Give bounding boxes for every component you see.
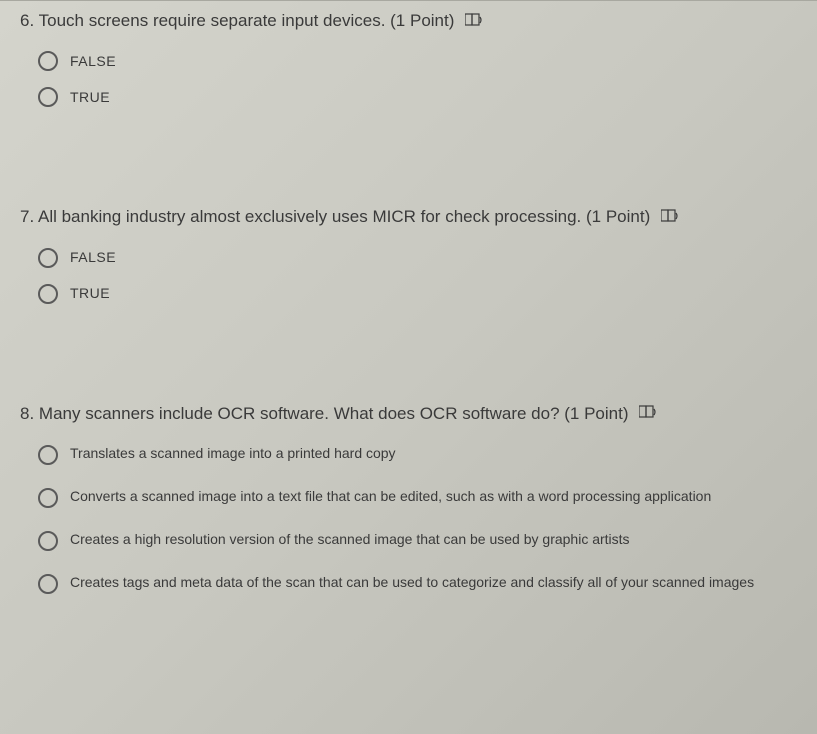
question-7-body: All banking industry almost exclusively …: [38, 207, 650, 226]
question-6-body: Touch screens require separate input dev…: [39, 11, 455, 30]
radio-icon: [38, 531, 58, 551]
question-6-text: 6. Touch screens require separate input …: [20, 9, 797, 33]
question-8-number: 8.: [20, 404, 34, 423]
radio-icon: [38, 445, 58, 465]
question-8-option-3-label: Creates tags and meta data of the scan t…: [70, 573, 754, 593]
question-6-option-1-label: TRUE: [70, 88, 110, 108]
immersive-reader-icon[interactable]: [661, 206, 679, 230]
immersive-reader-icon[interactable]: [465, 10, 483, 34]
question-8-text: 8. Many scanners include OCR software. W…: [20, 402, 797, 426]
question-7-text: 7. All banking industry almost exclusive…: [20, 205, 797, 229]
question-8-option-1-label: Converts a scanned image into a text fil…: [70, 487, 711, 507]
question-7-number: 7.: [20, 207, 34, 226]
question-8-option-0-label: Translates a scanned image into a printe…: [70, 444, 396, 464]
question-8: 8. Many scanners include OCR software. W…: [0, 390, 817, 646]
radio-icon: [38, 51, 58, 71]
question-6-number: 6.: [20, 11, 34, 30]
question-6-option-0[interactable]: FALSE: [38, 51, 797, 71]
question-6: 6. Touch screens require separate input …: [0, 0, 817, 153]
question-8-option-1[interactable]: Converts a scanned image into a text fil…: [38, 487, 797, 508]
question-7: 7. All banking industry almost exclusive…: [0, 193, 817, 349]
question-7-option-1-label: TRUE: [70, 284, 110, 304]
radio-icon: [38, 87, 58, 107]
radio-icon: [38, 574, 58, 594]
immersive-reader-icon[interactable]: [639, 402, 657, 426]
question-8-option-2-label: Creates a high resolution version of the…: [70, 530, 630, 550]
question-8-option-2[interactable]: Creates a high resolution version of the…: [38, 530, 797, 551]
radio-icon: [38, 284, 58, 304]
radio-icon: [38, 488, 58, 508]
question-7-option-1[interactable]: TRUE: [38, 284, 797, 304]
question-6-option-1[interactable]: TRUE: [38, 87, 797, 107]
question-8-option-3[interactable]: Creates tags and meta data of the scan t…: [38, 573, 797, 594]
question-6-option-0-label: FALSE: [70, 52, 116, 72]
question-7-option-0-label: FALSE: [70, 248, 116, 268]
question-8-body: Many scanners include OCR software. What…: [39, 404, 629, 423]
question-7-option-0[interactable]: FALSE: [38, 248, 797, 268]
radio-icon: [38, 248, 58, 268]
question-8-option-0[interactable]: Translates a scanned image into a printe…: [38, 444, 797, 465]
